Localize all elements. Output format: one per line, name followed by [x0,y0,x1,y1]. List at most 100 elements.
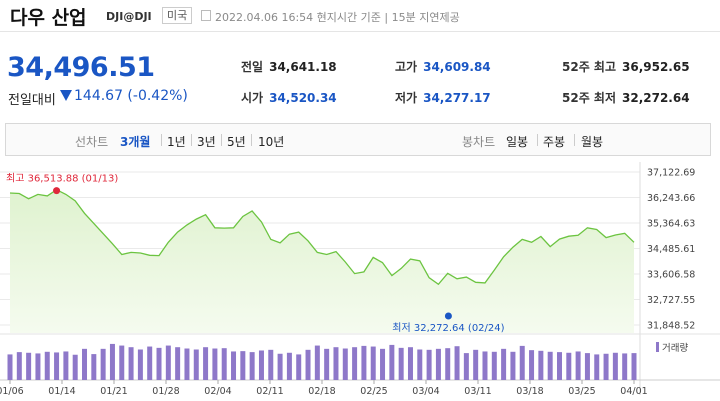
tab-monthly[interactable]: 월봉 [581,135,604,149]
stat-value: 34,609.84 [423,60,491,74]
tab-weekly[interactable]: 주봉 [543,135,566,149]
stat-value: 34,277.17 [423,91,491,105]
volume-bar [16,352,22,380]
stat-value: 34,641.18 [269,60,337,74]
volume-bar [370,346,376,380]
tab-5-years[interactable]: 5년 [227,135,246,149]
tab-1-year[interactable]: 1년 [167,135,186,149]
y-tick-label: 34,485.61 [647,244,695,255]
y-tick-label: 36,243.66 [647,193,695,204]
stat-label: 저가 [395,91,418,105]
stat-label: 시가 [241,91,264,105]
y-tick-label: 33,606.58 [647,270,695,281]
stat-low: 저가 34,277.17 [395,89,491,106]
stat-label: 52주 최저 [562,91,616,105]
volume-bar [612,352,618,380]
volume-bar [258,350,264,380]
stat-high: 고가 34,609.84 [395,58,491,75]
volume-bar [463,353,469,380]
volume-legend-swatch [656,342,659,352]
stat-52w-low: 52주 최저 32,272.64 [562,89,690,106]
nation-badge: 미국 [162,7,193,24]
volume-bar [426,349,432,380]
ticker-code: DJI@DJI [106,10,152,23]
volume-bar [417,349,423,380]
volume-bar [352,347,358,380]
volume-bar [389,344,395,380]
volume-bar [445,348,451,380]
tab-daily[interactable]: 일봉 [506,135,529,149]
volume-bar [454,346,460,380]
volume-bar [622,353,628,380]
x-tick-label: 02/04 [204,386,231,397]
tab-3-years[interactable]: 3년 [197,135,216,149]
volume-bar [44,351,50,380]
stat-prev-close: 전일 34,641.18 [241,58,337,75]
volume-bar [156,347,162,380]
x-tick-label: 02/11 [256,386,283,397]
y-tick-label: 32,727.55 [647,295,695,306]
y-tick-label: 31,848.52 [647,321,695,332]
volume-bar [380,348,386,380]
price-line [9,188,635,286]
volume-bar [435,348,441,380]
x-tick-label: 04/01 [620,386,647,397]
tab-10-years[interactable]: 10년 [258,135,285,149]
chart-period-tabs: 선차트 3개월 1년 3년 5년 10년 봉차트 일봉 주봉 월봉 [5,123,711,156]
volume-bar [324,348,330,380]
x-tick-label: 03/04 [412,386,439,397]
stat-value: 32,272.64 [622,91,690,105]
stat-label: 고가 [395,60,418,74]
volume-bar [529,350,535,380]
volume-bar [128,347,134,380]
price-area [10,189,634,333]
volume-bar [398,347,404,380]
volume-bar [305,349,311,380]
candle-chart-group-label: 봉차트 [462,135,496,149]
volume-bar [333,347,339,380]
volume-bar [72,354,78,380]
volume-bar [240,351,246,380]
high-annotation: 최고 36,513.88 (01/13) [6,173,118,185]
volume-bar [286,352,292,380]
stat-value: 34,520.34 [269,91,337,105]
header: 다우 산업 DJI@DJI 미국 2022.04.06 16:54 현지시간 기… [0,0,720,32]
stat-52w-high: 52주 최고 36,952.65 [562,58,690,75]
volume-bar [603,353,609,380]
x-tick-label: 01/28 [152,386,179,397]
volume-bar [100,348,106,380]
volume-bar [519,345,525,380]
divider [574,134,575,146]
divider [161,134,162,146]
volume-bar [510,351,516,380]
volume-bar [82,348,88,380]
stat-value: 36,952.65 [622,60,690,74]
change-value: 144.67 (-0.42%) [74,88,188,104]
y-tick-label: 35,364.63 [647,219,695,230]
volume-bar [501,348,507,380]
volume-bar [231,351,237,380]
divider [191,134,192,146]
x-tick-label: 02/18 [308,386,335,397]
volume-bar [212,348,218,380]
volume-bar [137,349,143,380]
high-marker [53,187,61,195]
low-marker [444,312,452,320]
y-tick-label: 37,122.69 [647,168,695,179]
volume-bar [584,353,590,380]
divider [221,134,222,146]
document-icon [201,10,211,21]
volume-bar [407,347,413,380]
volume-bar [249,352,255,380]
tab-3-months[interactable]: 3개월 [120,135,151,149]
volume-bar [165,345,171,380]
volume-bar [221,348,227,380]
volume-bar [482,351,488,380]
line-chart-group-label: 선차트 [75,135,109,149]
volume-bar [54,352,60,380]
x-tick-label: 01/14 [48,386,75,397]
change-label: 전일대비 [8,93,56,108]
volume-bar [147,346,153,380]
volume-bar [109,343,115,380]
